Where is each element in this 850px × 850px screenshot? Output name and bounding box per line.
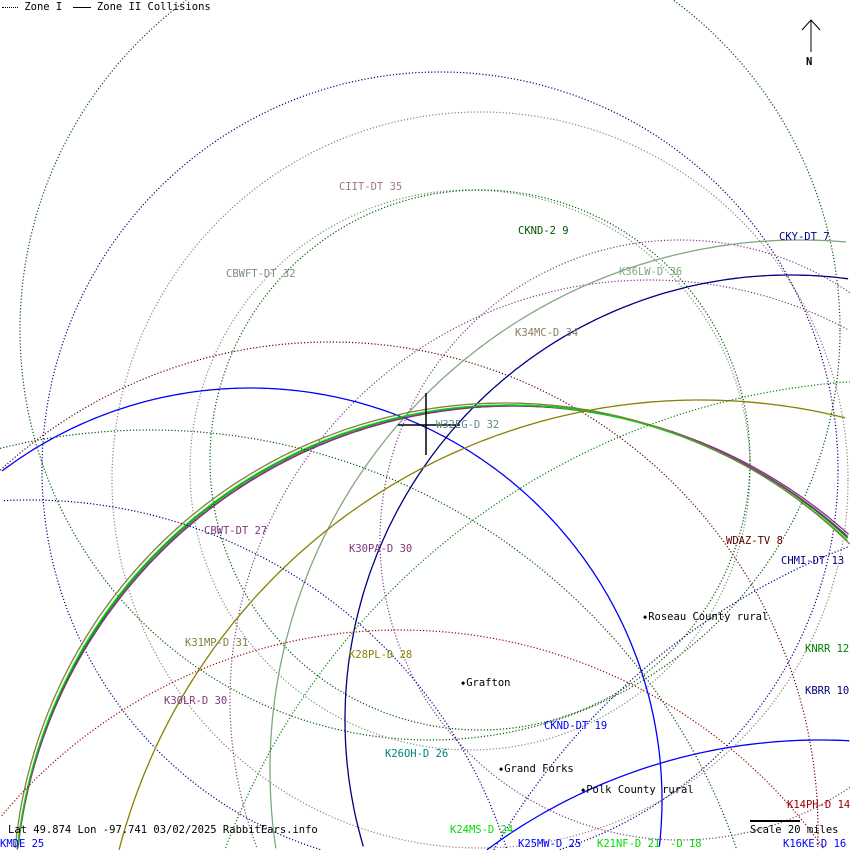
coverage-contour-chmi-dt-13 (344, 274, 849, 847)
station-label[interactable]: KNRR 12 (805, 643, 850, 655)
station-label[interactable]: CHMI-DT 13 (781, 555, 845, 567)
station-label[interactable]: K34MC-D 34 (515, 327, 579, 339)
station-label[interactable]: K30PA-D 30 (349, 543, 413, 555)
place-label: Grand Forks (499, 763, 574, 776)
station-label[interactable]: K21NF-D 21 (597, 838, 661, 850)
coverage-contour-kbrr-10 (3, 499, 508, 850)
north-arrow-icon (801, 19, 821, 52)
coverage-contour-k28pl-d-28 (118, 399, 846, 850)
coverage-contour-k36lw-d-36 (269, 239, 847, 849)
legend-zone1: Zone I (24, 1, 63, 13)
station-label[interactable]: K24MS-D 24 (450, 824, 514, 836)
station-label[interactable]: K31MP-D 31 (185, 637, 249, 649)
coverage-contour-ciit-dt-35 (111, 111, 849, 849)
north-label: N (806, 56, 813, 68)
coverage-contour-k14ph-d-14 (1, 629, 824, 849)
legend: Zone I Zone II Collisions (2, 1, 211, 13)
coverage-contour-kbrr-10 (493, 545, 850, 850)
legend-solid-line-icon (72, 6, 91, 8)
station-label[interactable]: K25MW-D 25 (518, 838, 582, 850)
coverage-contour-cknd-2-9 (209, 189, 751, 731)
coverage-contour-cbwft-dt-32 (189, 189, 751, 751)
station-label[interactable]: W32EG-D 32 (436, 419, 500, 431)
station-label[interactable]: KMDE 25 (0, 838, 45, 850)
station-label[interactable]: K14PH-D 14 (787, 799, 850, 811)
legend-dotted-line-icon (2, 6, 18, 8)
station-label[interactable]: K30LR-D 30 (164, 695, 228, 707)
coverage-contour-k31mp-d-31 (14, 402, 850, 848)
station-label[interactable]: CBWFT-DT 32 (226, 268, 296, 280)
place-label: Polk County rural (581, 784, 693, 797)
coverage-contour-cknd-dt-19 (658, 800, 663, 847)
station-label[interactable]: CKND-DT 19 (544, 720, 608, 732)
station-label[interactable]: WDAZ-TV 8 (726, 535, 783, 547)
coverage-contour-k25mw-d-25 (486, 739, 850, 850)
station-label[interactable]: -D 18 (670, 838, 702, 850)
coverage-contour-cknd-dt-19 (1, 387, 663, 800)
status-footer: Lat 49.874 Lon -97.741 03/02/2025 Rabbit… (8, 824, 318, 836)
station-label[interactable]: K28PL-D 28 (349, 649, 413, 661)
coverage-contour-cknd-2-9 (19, 0, 841, 741)
station-label[interactable]: KBRR 10 (805, 685, 850, 697)
station-label[interactable]: K36LW-D 36 (619, 266, 683, 278)
station-label[interactable]: CKND-2 9 (518, 225, 569, 237)
station-label[interactable]: CIIT-DT 35 (339, 181, 403, 193)
coverage-contour-k30lr-d-30 (16, 405, 850, 850)
coverage-contour-cky-dt-7 (559, 470, 839, 850)
place-label: Grafton (461, 677, 510, 690)
legend-zone2: Zone II Collisions (96, 1, 211, 13)
place-label: Roseau County rural (643, 611, 768, 624)
station-label[interactable]: K26OH-D 26 (385, 748, 449, 760)
scale-label: Scale 20 miles (750, 824, 839, 836)
station-label[interactable]: CBWT-DT 27 (204, 525, 268, 537)
station-label[interactable]: CKY-DT 7 (779, 231, 830, 243)
coverage-contour-cky-dt-7 (41, 71, 839, 850)
station-label[interactable]: K16KE-D 16 (783, 838, 847, 850)
scale-bar (750, 820, 800, 822)
coverage-contour-wdaz-tv-8 (0, 341, 819, 830)
